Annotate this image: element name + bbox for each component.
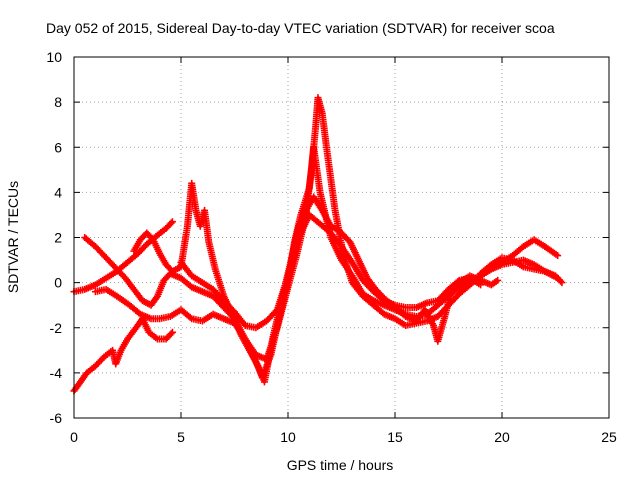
data-point-marker xyxy=(167,219,175,227)
data-point-marker xyxy=(554,252,562,260)
y-axis-title: SDTVAR / TECUs xyxy=(5,181,21,293)
x-tick-label: 0 xyxy=(70,429,78,445)
data-point-marker xyxy=(558,279,566,287)
y-tick-label: 0 xyxy=(54,275,62,291)
data-point-marker xyxy=(186,313,194,321)
y-tick-label: -4 xyxy=(50,365,63,381)
series-track-a xyxy=(70,315,176,395)
x-tick-label: 5 xyxy=(177,429,185,445)
x-tick-label: 20 xyxy=(494,429,510,445)
data-point-marker xyxy=(557,277,565,285)
y-tick-label: 10 xyxy=(46,49,62,65)
y-tick-label: -6 xyxy=(50,410,63,426)
series-track-c xyxy=(81,143,562,381)
y-tick-label: 2 xyxy=(54,230,62,246)
data-point-marker xyxy=(168,218,176,226)
x-axis-title: GPS time / hours xyxy=(287,457,394,473)
y-tick-label: -2 xyxy=(50,320,63,336)
data-point-marker xyxy=(477,281,485,289)
x-tick-label: 10 xyxy=(280,429,296,445)
data-layer xyxy=(70,94,566,395)
y-tick-label: 8 xyxy=(54,94,62,110)
x-tick-label: 15 xyxy=(387,429,403,445)
data-point-marker xyxy=(494,276,502,284)
y-tick-label: 6 xyxy=(54,139,62,155)
series-track-f xyxy=(177,211,485,332)
grid-layer xyxy=(74,57,609,418)
x-tick-label: 25 xyxy=(601,429,617,445)
data-point-marker xyxy=(454,278,462,286)
y-tick-label: 4 xyxy=(54,184,62,200)
data-point-marker xyxy=(168,328,176,336)
chart-title: Day 052 of 2015, Sidereal Day-to-day VTE… xyxy=(46,20,555,36)
data-point-marker xyxy=(167,330,175,338)
series-track-g xyxy=(477,254,566,287)
tick-layer: 0 5 10 15 20 25 -6 -4 -2 0 2 4 6 8 10 xyxy=(46,49,617,445)
